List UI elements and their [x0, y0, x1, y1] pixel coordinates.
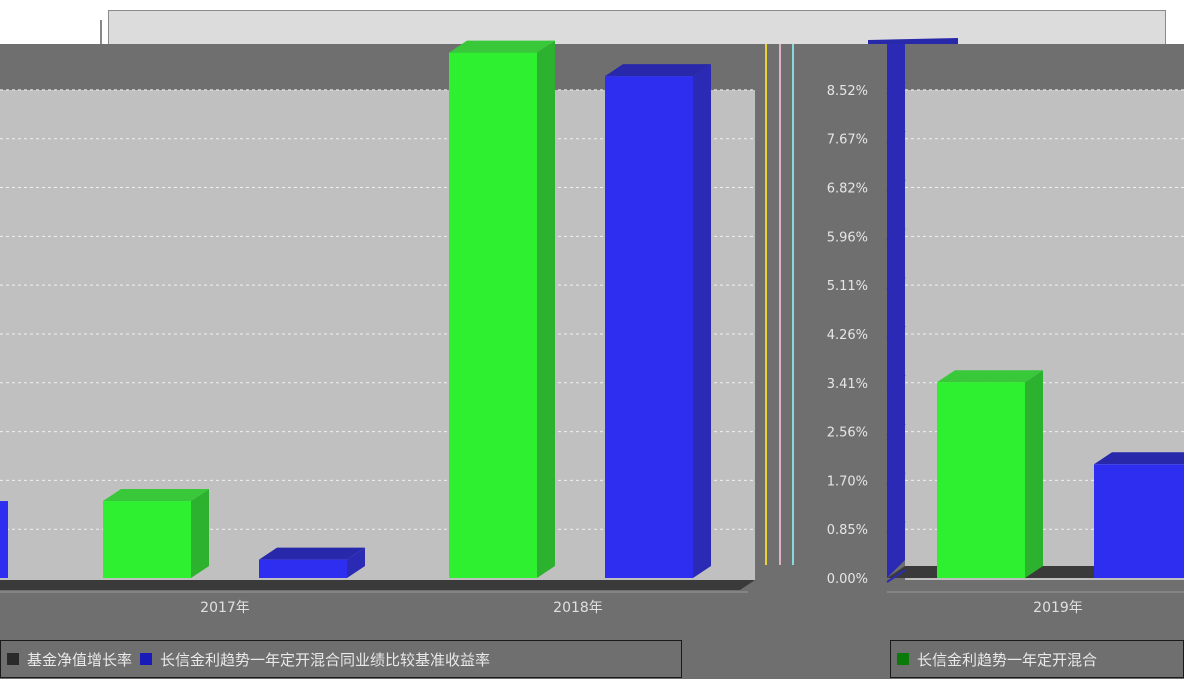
y-tick-mark — [886, 569, 906, 583]
y-tick-label: 2.56% — [827, 426, 868, 441]
y-tick-label: 1.70% — [827, 474, 868, 489]
bar-nav-0-top — [103, 489, 209, 502]
bar-benchmark-2019-front — [1094, 464, 1184, 578]
legend-left: 基金净值增长率 长信金利趋势一年定开混合同业绩比较基准收益率 — [0, 640, 682, 678]
bar-nav-0-side — [191, 489, 209, 578]
bar-benchmark-0-front — [259, 559, 347, 578]
y-tick-label: 8.52% — [827, 84, 868, 99]
legend-label-nav: 基金净值增长率 — [27, 650, 133, 669]
bar-nav-0 — [103, 489, 209, 578]
legend-swatch-benchmark — [140, 653, 153, 665]
legend-label-benchmark: 长信金利趋势一年定开混合同业绩比较基准收益率 — [160, 650, 491, 669]
legend-right: 长信金利趋势一年定开混合 — [890, 640, 1184, 678]
bar-benchmark-0-top — [259, 547, 365, 560]
bar-chart-canvas: 2017年 2018年 0.00% 0.85% 1.70% 2.56% 3.41% 4.2… — [0, 38, 1184, 616]
y-tick-label: 7.67% — [827, 133, 868, 148]
y-tick-label: 0.85% — [827, 523, 868, 538]
category-label-2019: 2019年 — [1033, 600, 1083, 616]
bar-benchmark-1-front — [605, 76, 693, 578]
y-tick-label: 0.00% — [827, 572, 868, 587]
right-y-tick-labels: 0.00% 0.85% 1.70% 2.56% 3.41% 4.26% 5.11% 5.96%… — [827, 81, 906, 587]
y-tick-mark — [886, 520, 906, 535]
category-label-2017: 2017年 — [200, 600, 250, 616]
bar-benchmark-0 — [259, 547, 365, 578]
y-tick-mark — [886, 227, 906, 242]
y-tick-label: 3.41% — [827, 377, 868, 392]
right-axis-wall — [887, 44, 905, 578]
bar-nav-1-top — [449, 40, 555, 53]
bar-fund-2019 — [937, 370, 1043, 578]
bar-nav-1-side — [537, 40, 555, 578]
right-plot: 0.00% 0.85% 1.70% 2.56% 3.41% 4.26% 5.11% 5.96%… — [827, 38, 1184, 616]
bar-benchmark-2019 — [1094, 452, 1184, 578]
y-tick-mark — [886, 129, 906, 144]
y-tick-label: 4.26% — [827, 328, 868, 343]
y-tick-mark — [886, 373, 906, 388]
bar-nav-1 — [449, 40, 555, 578]
legend-label-fund: 长信金利趋势一年定开混合 — [917, 650, 1098, 669]
right-plot-top-band — [905, 44, 1184, 90]
right-bars — [937, 370, 1184, 578]
left-plot: 2017年 2018年 — [0, 40, 765, 616]
y-tick-mark — [886, 81, 906, 95]
y-tick-label: 6.82% — [827, 182, 868, 197]
background-chart-axis — [100, 20, 102, 44]
category-label-2018: 2018年 — [553, 600, 603, 616]
legend-swatch-fund — [897, 653, 909, 665]
legend-swatch-nav — [7, 653, 19, 665]
bar-benchmark-1 — [605, 64, 711, 578]
bar-clipped-left — [0, 501, 8, 578]
bar-nav-1-front — [449, 52, 537, 578]
right-axis-cap — [868, 38, 958, 44]
bar-fund-2019-top — [937, 370, 1043, 383]
bar-nav-0-front — [103, 501, 191, 578]
y-tick-mark — [886, 422, 906, 437]
y-tick-mark — [886, 471, 906, 486]
bar-fund-2019-front — [937, 382, 1025, 578]
y-tick-mark — [886, 276, 906, 290]
bar-benchmark-1-top — [605, 64, 711, 77]
y-tick-mark — [886, 325, 906, 339]
y-tick-mark — [886, 178, 906, 193]
y-tick-label: 5.96% — [827, 230, 868, 245]
bar-benchmark-2019-top — [1094, 452, 1184, 465]
left-bars — [0, 40, 711, 578]
left-plot-floor — [0, 580, 755, 590]
right-gridlines — [905, 89, 1184, 530]
y-tick-label: 5.11% — [827, 279, 868, 294]
bar-benchmark-0-side — [347, 547, 365, 578]
background-chart-frame — [108, 10, 1166, 44]
bar-fund-2019-side — [1025, 370, 1043, 578]
bar-benchmark-1-side — [693, 64, 711, 578]
